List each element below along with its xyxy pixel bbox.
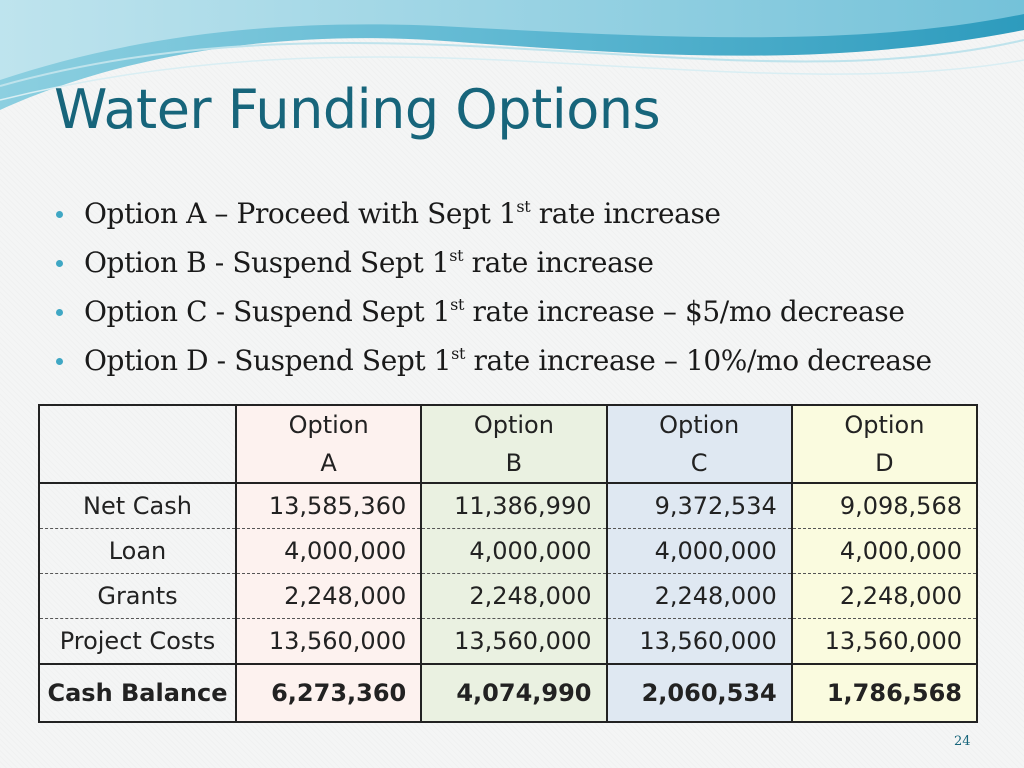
total-value: 1,786,568 xyxy=(790,664,977,722)
total-value: 4,074,990 xyxy=(420,664,607,722)
total-value: 6,273,360 xyxy=(234,664,422,722)
table-row-project-costs: Project Costs 13,560,000 13,560,000 13,5… xyxy=(38,618,977,665)
bullet-superscript: st xyxy=(449,246,464,265)
header-line: Option xyxy=(844,411,925,439)
bullet-superscript: st xyxy=(451,344,466,363)
bullet-text: rate increase xyxy=(530,197,721,230)
cell-value: 4,000,000 xyxy=(420,528,607,574)
row-label: Loan xyxy=(38,528,236,574)
slide-title: Water Funding Options xyxy=(54,78,661,141)
row-label: Grants xyxy=(38,573,236,619)
row-label: Net Cash xyxy=(38,483,236,529)
bullet-superscript: st xyxy=(450,295,464,314)
table-row-loan: Loan 4,000,000 4,000,000 4,000,000 4,000… xyxy=(38,528,977,574)
cell-value: 13,585,360 xyxy=(234,483,422,529)
bullet-option-b: Option B - Suspend Sept 1st rate increas… xyxy=(52,241,932,290)
cell-value: 9,372,534 xyxy=(605,483,792,529)
table-corner-cell xyxy=(38,405,236,484)
header-line: Option xyxy=(288,411,369,439)
header-option-d: Option D xyxy=(790,405,977,484)
bullet-option-d: Option D - Suspend Sept 1st rate increas… xyxy=(52,339,932,388)
cell-value: 2,248,000 xyxy=(234,573,422,619)
cell-value: 11,386,990 xyxy=(420,483,607,529)
header-letter: A xyxy=(320,449,337,477)
bullet-text: rate increase – $5/mo decrease xyxy=(464,295,905,328)
bullet-text: rate increase – 10%/mo decrease xyxy=(465,344,933,377)
header-letter: D xyxy=(875,449,894,477)
row-label: Project Costs xyxy=(38,618,236,665)
bullet-text: Option A – Proceed with Sept 1 xyxy=(84,197,517,230)
cell-value: 13,560,000 xyxy=(234,618,422,665)
bullet-dot-icon xyxy=(56,211,63,218)
table-row-cash-balance: Cash Balance 6,273,360 4,074,990 2,060,5… xyxy=(38,664,977,722)
total-label: Cash Balance xyxy=(38,664,236,722)
header-letter: B xyxy=(505,449,523,477)
bullet-dot-icon xyxy=(56,309,63,316)
bullet-option-a: Option A – Proceed with Sept 1st rate in… xyxy=(52,192,932,241)
header-option-c: Option C xyxy=(605,405,792,484)
cell-value: 2,248,000 xyxy=(420,573,607,619)
cell-value: 13,560,000 xyxy=(420,618,607,665)
table-row-net-cash: Net Cash 13,585,360 11,386,990 9,372,534… xyxy=(38,483,977,529)
header-line: Option xyxy=(473,411,554,439)
bullet-text: Option D - Suspend Sept 1 xyxy=(84,344,452,377)
bullet-option-c: Option C - Suspend Sept 1st rate increas… xyxy=(52,290,932,339)
header-option-b: Option B xyxy=(420,405,607,484)
bullet-text: rate increase xyxy=(463,246,654,279)
page-number: 24 xyxy=(954,734,971,749)
table-header-row: Option A Option B Option C Option D xyxy=(38,405,977,484)
header-letter: C xyxy=(690,449,708,477)
cell-value: 4,000,000 xyxy=(605,528,792,574)
bullet-text: Option B - Suspend Sept 1 xyxy=(84,246,450,279)
cell-value: 13,560,000 xyxy=(790,618,977,665)
bullet-text: Option C - Suspend Sept 1 xyxy=(84,295,451,328)
cell-value: 4,000,000 xyxy=(790,528,977,574)
bullet-list: Option A – Proceed with Sept 1st rate in… xyxy=(52,192,932,388)
bullet-dot-icon xyxy=(56,260,63,267)
header-line: Option xyxy=(659,411,740,439)
cell-value: 9,098,568 xyxy=(790,483,977,529)
header-option-a: Option A xyxy=(234,405,422,484)
cell-value: 2,248,000 xyxy=(790,573,977,619)
bullet-dot-icon xyxy=(56,358,63,365)
cell-value: 2,248,000 xyxy=(605,573,792,619)
bullet-superscript: st xyxy=(516,197,531,216)
header-swoosh-decoration xyxy=(0,0,1024,110)
cell-value: 4,000,000 xyxy=(234,528,422,574)
total-value: 2,060,534 xyxy=(605,664,792,722)
cell-value: 13,560,000 xyxy=(605,618,792,665)
funding-options-table: Option A Option B Option C Option D Net Cash… xyxy=(38,404,978,723)
table-row-grants: Grants 2,248,000 2,248,000 2,248,000 2,2… xyxy=(38,573,977,619)
